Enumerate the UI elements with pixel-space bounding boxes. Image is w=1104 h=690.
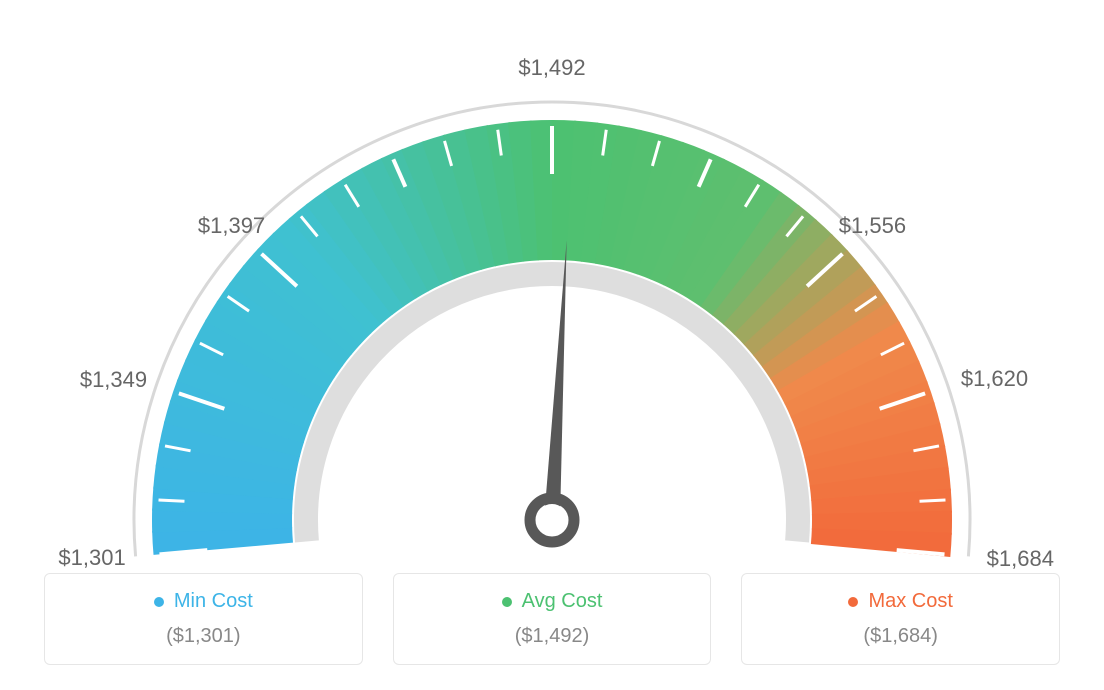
gauge-tick-label: $1,349 — [80, 367, 147, 393]
gauge-tick-label: $1,684 — [987, 546, 1054, 572]
legend-value-min: ($1,301) — [57, 625, 350, 648]
gauge-svg — [0, 0, 1104, 560]
legend-card-avg: Avg Cost ($1,492) — [393, 573, 712, 665]
legend-label-text-min: Min Cost — [174, 590, 253, 613]
gauge-tick-label: $1,620 — [961, 366, 1028, 392]
legend-row: Min Cost ($1,301) Avg Cost ($1,492) Max … — [0, 573, 1104, 665]
legend-label-text-avg: Avg Cost — [522, 590, 603, 613]
gauge-tick-label: $1,556 — [839, 213, 906, 239]
gauge-tick-label: $1,397 — [198, 213, 265, 239]
legend-value-avg: ($1,492) — [406, 625, 699, 648]
gauge-tick-label: $1,301 — [58, 545, 125, 571]
legend-label-text-max: Max Cost — [868, 590, 952, 613]
chart-container: $1,301 $1,349 $1,397 $1,492 $1,556 $1,620 $1,6… — [0, 0, 1104, 690]
legend-label-min: Min Cost — [57, 590, 350, 613]
legend-dot-max — [848, 597, 858, 607]
legend-label-avg: Avg Cost — [406, 590, 699, 613]
legend-card-max: Max Cost ($1,684) — [741, 573, 1060, 665]
legend-value-max: ($1,684) — [754, 625, 1047, 648]
gauge-tick-label: $1,492 — [518, 55, 585, 81]
legend-dot-min — [154, 597, 164, 607]
gauge-chart: $1,301$1,349$1,397$1,492$1,556$1,620$1,6… — [0, 0, 1104, 560]
legend-card-min: Min Cost ($1,301) — [44, 573, 363, 665]
legend-dot-avg — [502, 597, 512, 607]
legend-label-max: Max Cost — [754, 590, 1047, 613]
